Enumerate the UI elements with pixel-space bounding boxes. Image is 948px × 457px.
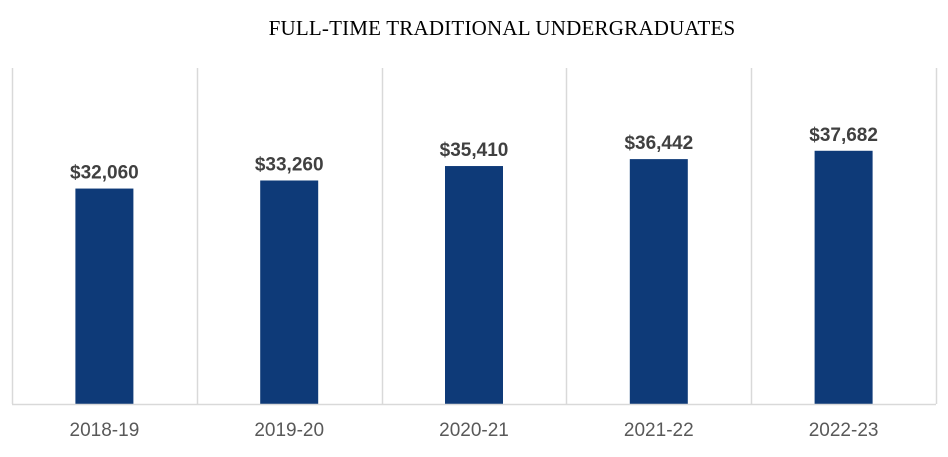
data-label-2021-22: $36,442 — [624, 133, 693, 154]
data-label-2019-20: $33,260 — [255, 154, 324, 175]
chart-title: FULL-TIME TRADITIONAL UNDERGRADUATES — [268, 16, 736, 40]
data-label-2020-21: $35,410 — [440, 140, 509, 161]
x-tick-label-2019-20: 2019-20 — [254, 420, 324, 441]
bar-2020-21 — [445, 166, 503, 404]
grid-lines — [11, 68, 938, 404]
x-tick-label-2018-19: 2018-19 — [70, 420, 140, 441]
data-label-2022-23: $37,682 — [809, 125, 878, 146]
x-tick-label-2021-22: 2021-22 — [624, 420, 694, 441]
data-labels: $32,060 $33,260 $35,410 $36,442 $37,682 — [70, 125, 878, 184]
bar-2022-23 — [814, 150, 873, 404]
bars — [75, 150, 873, 404]
bar-2021-22 — [629, 159, 688, 404]
x-tick-label-2022-23: 2022-23 — [809, 420, 879, 441]
bar-2019-20 — [260, 180, 319, 404]
x-axis-tick-labels: 2018-19 2019-20 2020-21 2021-22 2022-23 — [70, 420, 879, 441]
data-label-2018-19: $32,060 — [70, 163, 139, 184]
bar-2018-19 — [75, 188, 134, 404]
x-tick-label-2020-21: 2020-21 — [439, 420, 509, 441]
